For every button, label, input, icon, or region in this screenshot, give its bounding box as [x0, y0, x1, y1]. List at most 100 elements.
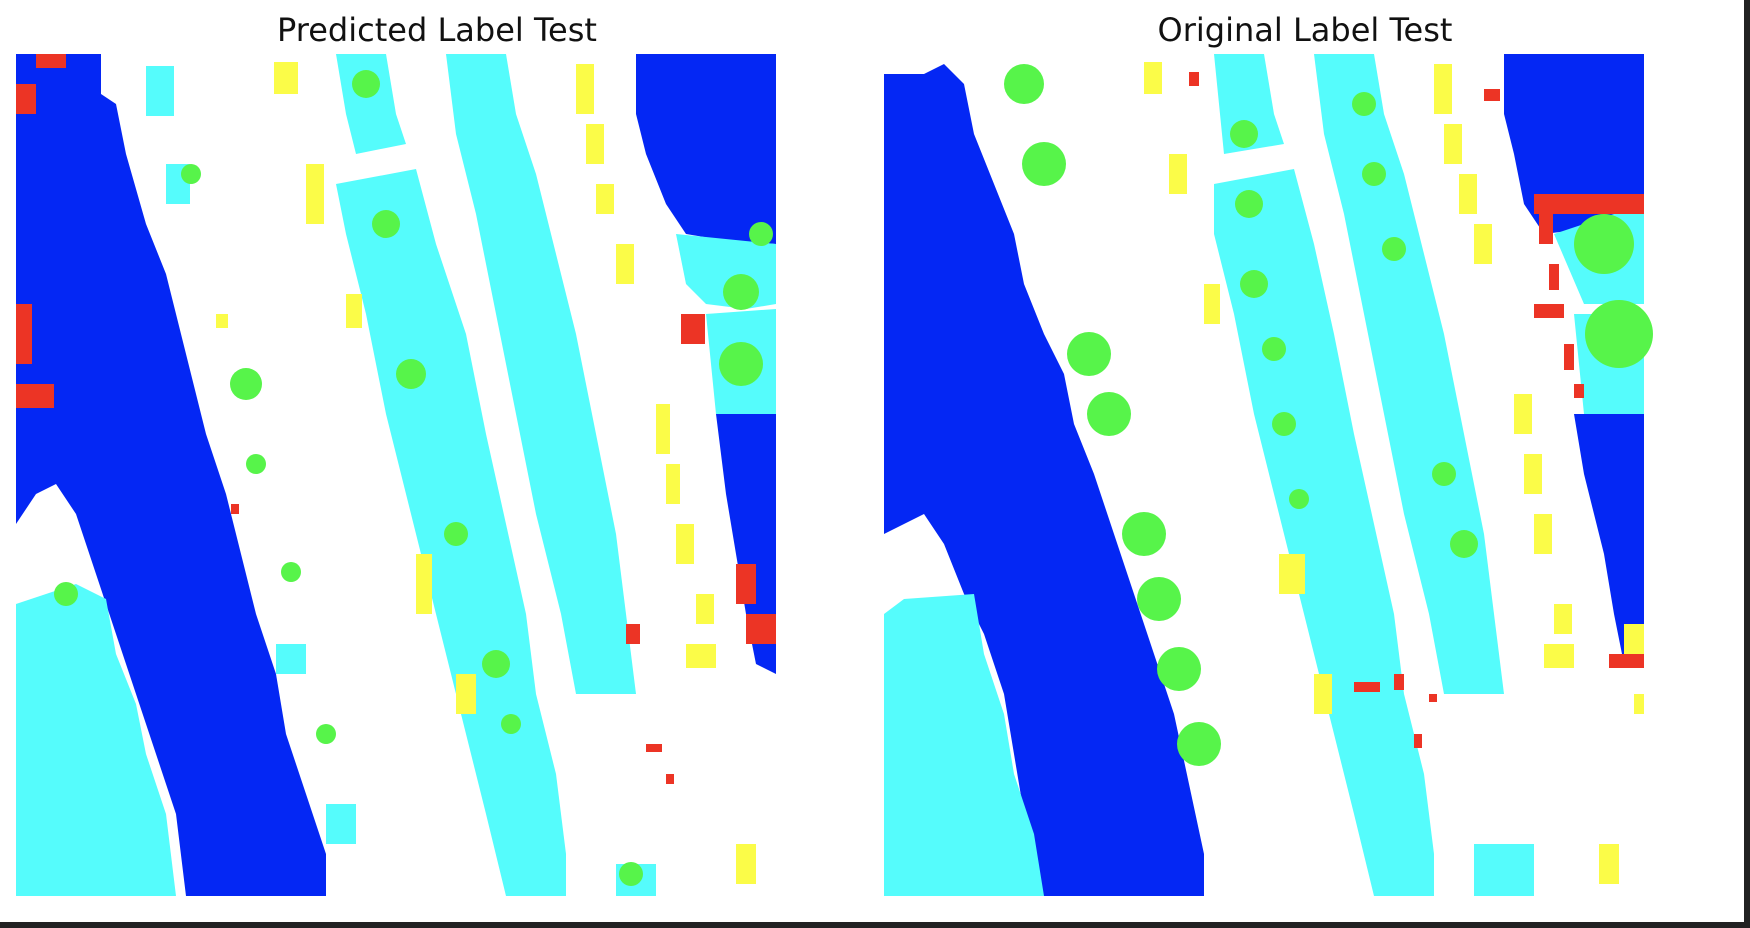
- green-blob: [1272, 412, 1296, 436]
- predicted-label-map: [16, 54, 858, 896]
- yellow-patch: [696, 594, 714, 624]
- red-patch: [1539, 214, 1553, 244]
- yellow-patch: [1474, 224, 1492, 264]
- green-blob: [619, 862, 643, 886]
- yellow-patch: [1314, 674, 1332, 714]
- yellow-patch: [1534, 514, 1552, 554]
- yellow-patch: [274, 62, 298, 94]
- red-patch: [1429, 694, 1437, 702]
- yellow-patch: [1544, 644, 1574, 668]
- cyan-band: [336, 54, 406, 154]
- yellow-patch: [1204, 284, 1220, 324]
- yellow-patch: [306, 164, 324, 224]
- blue-region: [1574, 414, 1644, 664]
- yellow-patch: [1279, 554, 1305, 594]
- green-blob: [1240, 270, 1268, 298]
- green-blob: [1122, 512, 1166, 556]
- green-blob: [1067, 332, 1111, 376]
- blue-region: [636, 54, 776, 244]
- green-blob: [1450, 530, 1478, 558]
- red-patch: [16, 384, 54, 408]
- green-blob: [482, 650, 510, 678]
- green-blob: [719, 342, 763, 386]
- green-blob: [1230, 120, 1258, 148]
- green-blob: [1574, 214, 1634, 274]
- yellow-patch: [576, 64, 594, 114]
- yellow-patch: [1144, 62, 1162, 94]
- yellow-patch: [586, 124, 604, 164]
- original-label-image: [884, 54, 1653, 896]
- red-patch: [626, 624, 640, 644]
- green-blob: [230, 368, 262, 400]
- red-patch: [1534, 194, 1644, 214]
- cyan-region: [16, 584, 176, 896]
- green-blob: [1382, 237, 1406, 261]
- green-blob: [1432, 462, 1456, 486]
- green-blob: [444, 522, 468, 546]
- yellow-patch: [1514, 394, 1532, 434]
- yellow-patch: [616, 244, 634, 284]
- yellow-patch: [1459, 174, 1477, 214]
- cyan-band: [446, 54, 636, 694]
- red-patch: [1564, 344, 1574, 370]
- yellow-patch: [666, 464, 680, 504]
- cyan-patch: [1474, 844, 1534, 896]
- green-blob: [501, 714, 521, 734]
- blue-region: [716, 414, 776, 674]
- blue-region: [1504, 54, 1644, 234]
- green-blob: [396, 359, 426, 389]
- yellow-patch: [346, 294, 362, 328]
- red-patch: [1574, 384, 1584, 398]
- green-blob: [1289, 489, 1309, 509]
- yellow-patch: [1634, 694, 1644, 714]
- red-patch: [1414, 734, 1422, 748]
- red-patch: [646, 744, 662, 752]
- green-blob: [281, 562, 301, 582]
- green-blob: [1352, 92, 1376, 116]
- yellow-patch: [656, 404, 670, 454]
- red-patch: [1549, 264, 1559, 290]
- green-blob: [372, 210, 400, 238]
- original-panel-title: Original Label Test: [1157, 11, 1453, 49]
- red-patch: [736, 564, 756, 604]
- blue-region: [16, 54, 326, 896]
- green-blob: [1157, 647, 1201, 691]
- cyan-region: [884, 594, 1044, 896]
- cyan-patch: [276, 644, 306, 674]
- yellow-patch: [736, 844, 756, 884]
- green-blob: [1362, 162, 1386, 186]
- green-blob: [1585, 300, 1653, 368]
- original-label-map: [884, 54, 1726, 896]
- green-blob: [1137, 577, 1181, 621]
- green-blob: [352, 70, 380, 98]
- green-blob: [1262, 337, 1286, 361]
- green-blob: [1087, 392, 1131, 436]
- red-patch: [1484, 89, 1500, 101]
- green-blob: [246, 454, 266, 474]
- green-blob: [1235, 190, 1263, 218]
- blue-region: [884, 64, 1204, 896]
- red-patch: [666, 774, 674, 784]
- cyan-patch: [146, 66, 174, 116]
- red-patch: [16, 84, 36, 114]
- yellow-patch: [1169, 154, 1187, 194]
- red-patch: [1609, 654, 1644, 668]
- red-patch: [1534, 304, 1564, 318]
- yellow-patch: [456, 674, 476, 714]
- predicted-label-image: [16, 54, 776, 896]
- red-patch: [681, 314, 705, 344]
- red-patch: [746, 614, 776, 644]
- yellow-patch: [686, 644, 716, 668]
- green-blob: [723, 274, 759, 310]
- yellow-patch: [596, 184, 614, 214]
- yellow-patch: [216, 314, 228, 328]
- red-patch: [1394, 674, 1404, 690]
- yellow-patch: [416, 554, 432, 614]
- yellow-patch: [1599, 844, 1619, 884]
- green-blob: [1177, 722, 1221, 766]
- red-patch: [36, 54, 66, 68]
- green-blob: [1022, 142, 1066, 186]
- green-blob: [181, 164, 201, 184]
- yellow-patch: [1444, 124, 1462, 164]
